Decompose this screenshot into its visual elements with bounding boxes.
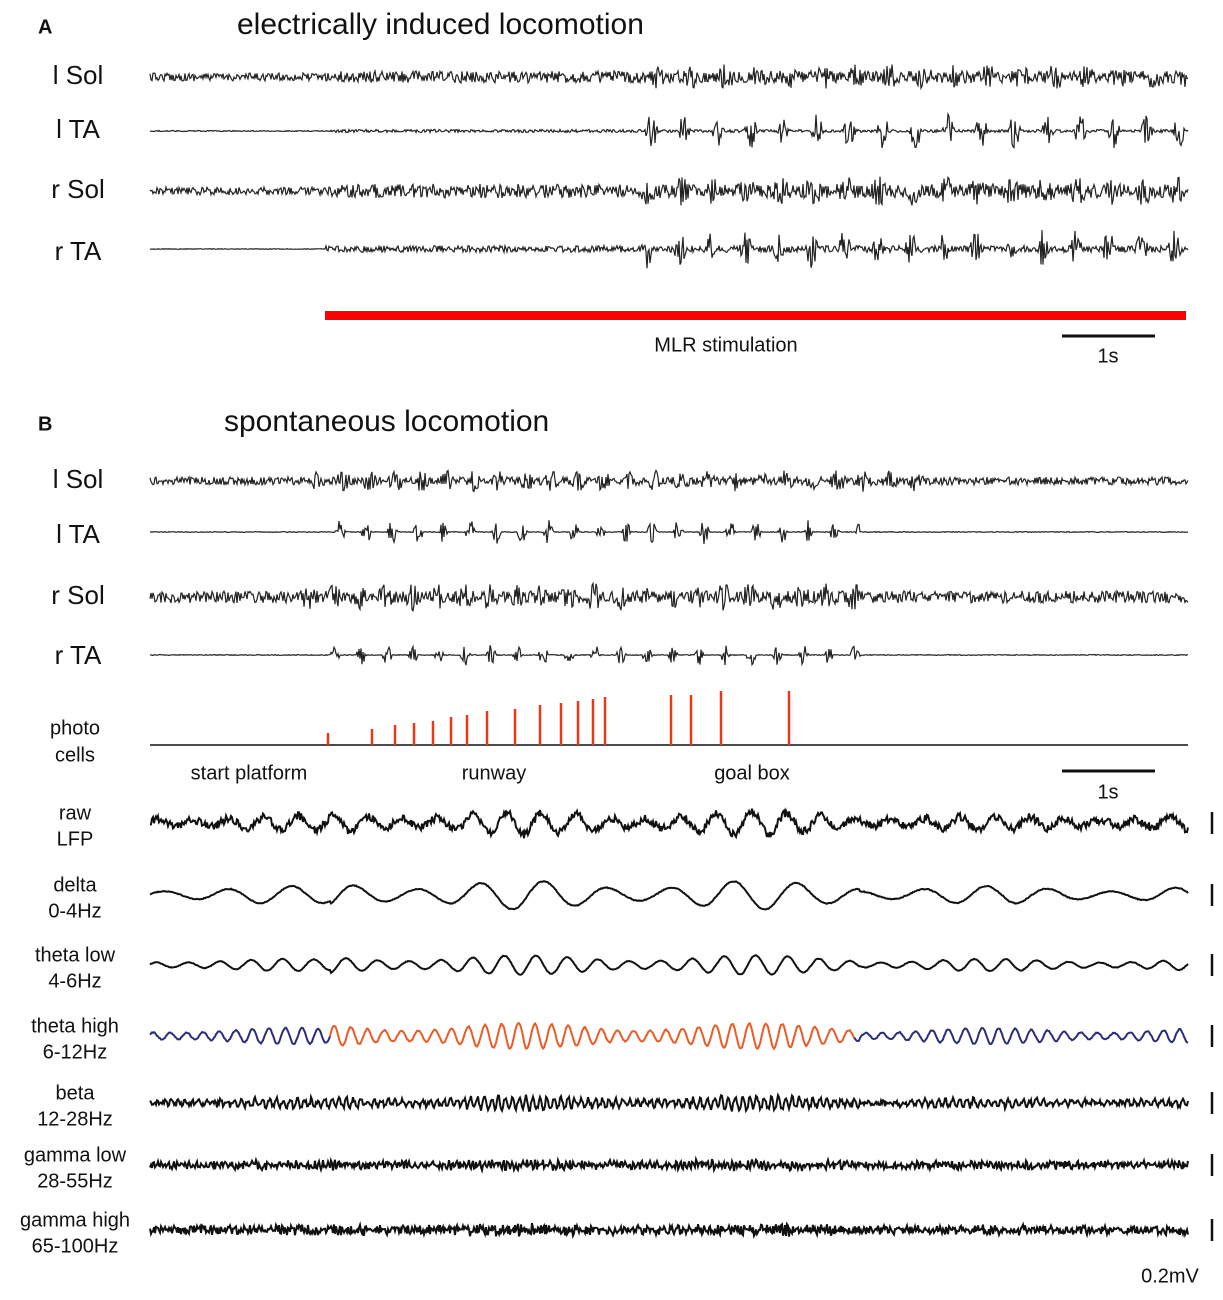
band-label: theta high bbox=[31, 1015, 119, 1037]
time-scale-label: 1s bbox=[1097, 345, 1118, 367]
channel-label: r Sol bbox=[51, 174, 104, 204]
channel-label: l Sol bbox=[53, 60, 104, 90]
band-label: 28-55Hz bbox=[37, 1170, 113, 1192]
emg-trace bbox=[149, 111, 1189, 149]
amplitude-scale-label: 0.2mV bbox=[1141, 1265, 1199, 1287]
lfp-trace bbox=[329, 1021, 855, 1051]
lfp-trace bbox=[149, 1221, 1189, 1240]
channel-label: r Sol bbox=[51, 580, 104, 610]
channel-label: r TA bbox=[55, 640, 102, 670]
phase-label: start platform bbox=[191, 762, 308, 784]
emg-trace bbox=[149, 175, 1189, 207]
band-label: 65-100Hz bbox=[32, 1235, 119, 1257]
emg-trace bbox=[150, 520, 1189, 545]
photo-label: photo bbox=[50, 717, 100, 739]
panel-title: spontaneous locomotion bbox=[224, 405, 549, 438]
channel-label: l TA bbox=[56, 519, 100, 549]
panel-label: A bbox=[38, 16, 52, 38]
traces bbox=[149, 64, 1214, 1241]
band-label: delta bbox=[53, 874, 97, 896]
band-label: 4-6Hz bbox=[48, 970, 101, 992]
band-label: raw bbox=[59, 802, 92, 824]
channel-label: r TA bbox=[55, 236, 102, 266]
panel-label: B bbox=[38, 413, 52, 435]
stimulation-label: MLR stimulation bbox=[654, 334, 797, 356]
stimulation-bar bbox=[325, 311, 1186, 320]
lfp-trace bbox=[149, 1092, 1189, 1114]
panel-title: electrically induced locomotion bbox=[237, 8, 644, 41]
band-label: LFP bbox=[57, 828, 94, 850]
lfp-trace bbox=[149, 1155, 1189, 1175]
band-label: gamma low bbox=[24, 1144, 127, 1166]
time-scale-label: 1s bbox=[1097, 781, 1118, 803]
channel-label: l TA bbox=[56, 114, 100, 144]
emg-trace bbox=[149, 581, 1189, 612]
channel-label: l Sol bbox=[53, 464, 104, 494]
band-label: 0-4Hz bbox=[48, 900, 101, 922]
emg-trace bbox=[149, 64, 1189, 91]
band-label: theta low bbox=[35, 944, 116, 966]
lfp-trace bbox=[149, 807, 1189, 840]
emg-trace bbox=[149, 230, 1189, 269]
lfp-trace bbox=[149, 954, 1189, 976]
phase-label: goal box bbox=[714, 762, 790, 784]
band-label: 12-28Hz bbox=[37, 1108, 113, 1130]
lfp-trace bbox=[149, 880, 1189, 911]
band-label: beta bbox=[56, 1082, 96, 1104]
phase-label: runway bbox=[462, 762, 526, 784]
photo-label: cells bbox=[55, 744, 95, 766]
band-label: 6-12Hz bbox=[43, 1041, 107, 1063]
emg-trace bbox=[149, 644, 1188, 667]
emg-trace bbox=[149, 469, 1189, 493]
lfp-trace bbox=[853, 1026, 1189, 1045]
lfp-trace bbox=[149, 1026, 331, 1046]
band-label: gamma high bbox=[20, 1209, 130, 1231]
